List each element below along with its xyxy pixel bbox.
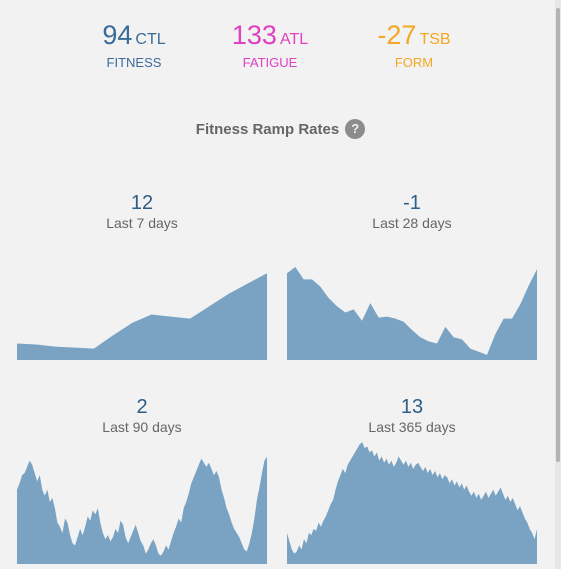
metric-form-value-line: -27 TSB <box>354 20 474 55</box>
ramp-chart-7-days <box>17 273 267 360</box>
ramp-period: Last 7 days <box>106 215 178 231</box>
ramp-value: -1 <box>403 192 421 214</box>
tsb-abbr: TSB <box>419 31 451 48</box>
ramp-value: 13 <box>400 396 424 418</box>
form-label: FORM <box>394 55 434 70</box>
ramp-chart-365-days <box>287 442 537 564</box>
ramp-chart-28-days <box>287 267 537 360</box>
ramp-panel-90-days: 2 Last 90 days <box>17 396 267 564</box>
atl-abbr: ATL <box>279 31 309 48</box>
ramp-rates-header: Fitness Ramp Rates? <box>0 119 561 140</box>
fitness-label: FITNESS <box>106 55 162 70</box>
fatigue-label: FATIGUE <box>242 55 298 70</box>
ramp-period: Last 28 days <box>372 215 452 231</box>
atl-value: 133 <box>231 20 277 50</box>
ramp-area-series <box>287 267 537 360</box>
metric-fitness: 94 CTL FITNESS <box>74 20 194 70</box>
metric-form: -27 TSB FORM <box>354 20 474 70</box>
tsb-value: -27 <box>377 20 417 50</box>
ramp-area-series <box>287 442 537 564</box>
metric-fitness-value-line: 94 CTL <box>74 20 194 55</box>
metric-fatigue: 133 ATL FATIGUE <box>210 20 330 70</box>
ramp-area-series <box>17 456 267 564</box>
ramp-chart-90-days <box>17 456 267 564</box>
ctl-value: 94 <box>102 20 133 50</box>
ramp-area-series <box>17 273 267 360</box>
question-circle-icon[interactable]: ? <box>345 119 366 139</box>
scrollbar[interactable] <box>555 0 561 569</box>
ramp-panel-7-days: 12 Last 7 days <box>17 192 267 360</box>
ramp-panel-28-days: -1 Last 28 days <box>287 192 537 360</box>
ctl-abbr: CTL <box>135 31 166 48</box>
scrollbar-thumb[interactable] <box>556 8 560 462</box>
ramp-rates-title: Fitness Ramp Rates <box>195 120 340 138</box>
metric-fatigue-value-line: 133 ATL <box>210 20 330 55</box>
ramp-value: 12 <box>130 192 154 214</box>
ramp-panel-365-days: 13 Last 365 days <box>287 396 537 564</box>
ramp-period: Last 365 days <box>368 419 456 435</box>
ramp-period: Last 90 days <box>102 419 182 435</box>
ramp-value: 2 <box>136 396 148 418</box>
